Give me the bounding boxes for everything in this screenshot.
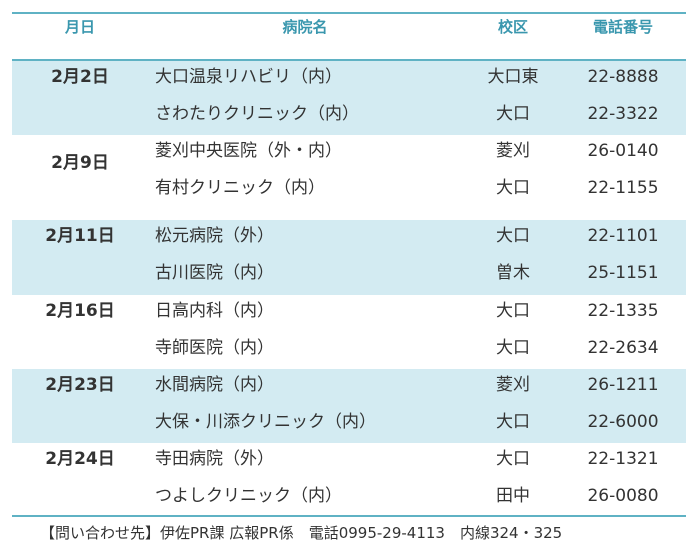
date: 2月11日 [45,226,115,246]
hospital-name: 寺師医院（内） [155,338,274,358]
area: 菱刈 [496,375,530,395]
area: 大口 [496,226,530,246]
date: 2月9日 [51,153,109,173]
hospital-name: さわたりクリニック（内） [155,104,359,124]
hospital-name: 古川医院（内） [155,263,274,283]
hospital-name: 日高内科（内） [155,301,274,321]
area: 大口 [496,412,530,432]
phone: 22-3322 [587,104,659,124]
hospital-name: 大口温泉リハビリ（内） [155,67,342,87]
phone: 26-0140 [587,141,659,161]
phone: 25-1151 [587,263,659,283]
date: 2月2日 [51,67,109,87]
hospital-name: 水間病院（内） [155,375,274,395]
date: 2月23日 [45,375,115,395]
phone: 22-2634 [587,338,659,358]
header-date: 月日 [64,18,96,36]
top-border [12,12,686,14]
phone: 22-1321 [587,449,659,469]
hospital-name: 大保・川添クリニック（内） [155,412,376,432]
row-band [12,369,686,443]
row-band [12,61,686,135]
phone: 22-1155 [587,178,659,198]
bottom-border [12,515,686,517]
phone: 22-1101 [587,226,659,246]
hospital-name: 松元病院（外） [155,226,274,246]
area: 田中 [496,486,530,506]
area: 大口 [496,449,530,469]
area: 大口 [496,301,530,321]
area: 大口 [496,178,530,198]
header-hospital: 病院名 [282,18,328,36]
area: 大口 [496,104,530,124]
footer-note: 【問い合わせ先】伊佐PR課 広報PR係 電話0995-29-4113 内線324… [40,524,563,542]
hospital-name: 有村クリニック（内） [155,178,325,198]
phone: 22-1335 [587,301,659,321]
header-border [12,59,686,61]
date: 2月16日 [45,301,115,321]
header-area: 校区 [497,18,529,36]
date: 2月24日 [45,449,115,469]
hospital-name: 寺田病院（外） [155,449,274,469]
hospital-name: 菱刈中央医院（外・内） [155,141,342,161]
area: 曽木 [496,263,530,283]
phone: 26-0080 [587,486,659,506]
hospital-name: つよしクリニック（内） [155,486,342,506]
area: 大口東 [487,67,539,87]
row-band [12,220,686,295]
header-phone: 電話番号 [592,18,654,36]
area: 菱刈 [496,141,530,161]
phone: 22-6000 [587,412,659,432]
area: 大口 [496,338,530,358]
phone: 26-1211 [587,375,659,395]
phone: 22-8888 [587,67,659,87]
